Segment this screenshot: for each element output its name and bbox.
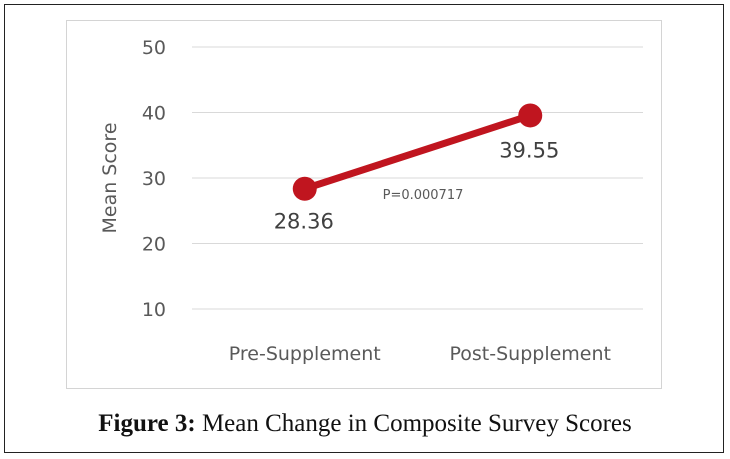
- y-tick-label: 40: [142, 103, 166, 125]
- figure-caption: Figure 3: Mean Change in Composite Surve…: [0, 410, 730, 438]
- data-point: [518, 103, 543, 128]
- line-chart: 10 20 30 40 50 Mean Score 28.36 39.55 Pre-Sup…: [99, 37, 643, 365]
- y-tick-label: 10: [142, 299, 166, 321]
- chart-area: [66, 20, 662, 389]
- data-label: 39.55: [499, 138, 559, 162]
- x-category-labels: Pre-Supplement Post-Supplement: [229, 343, 611, 365]
- data-label: 28.36: [274, 210, 334, 234]
- y-tick-label: 30: [142, 168, 166, 190]
- y-tick-labels: 10 20 30 40 50: [142, 37, 166, 321]
- gridlines: [192, 46, 643, 310]
- figure-number: Figure 3:: [98, 410, 196, 437]
- series-line-path: [301, 111, 534, 193]
- y-axis-label: Mean Score: [99, 122, 121, 233]
- x-category-label: Pre-Supplement: [229, 343, 381, 365]
- series-line: 28.36 39.55: [274, 103, 559, 234]
- data-point: [292, 176, 317, 201]
- figure-frame: [4, 4, 724, 453]
- figure-title: Mean Change in Composite Survey Scores: [195, 410, 632, 437]
- x-category-label: Post-Supplement: [450, 343, 612, 365]
- p-value-annotation: P=0.000717: [383, 188, 464, 203]
- y-tick-label: 20: [142, 234, 166, 256]
- y-tick-label: 50: [142, 37, 166, 59]
